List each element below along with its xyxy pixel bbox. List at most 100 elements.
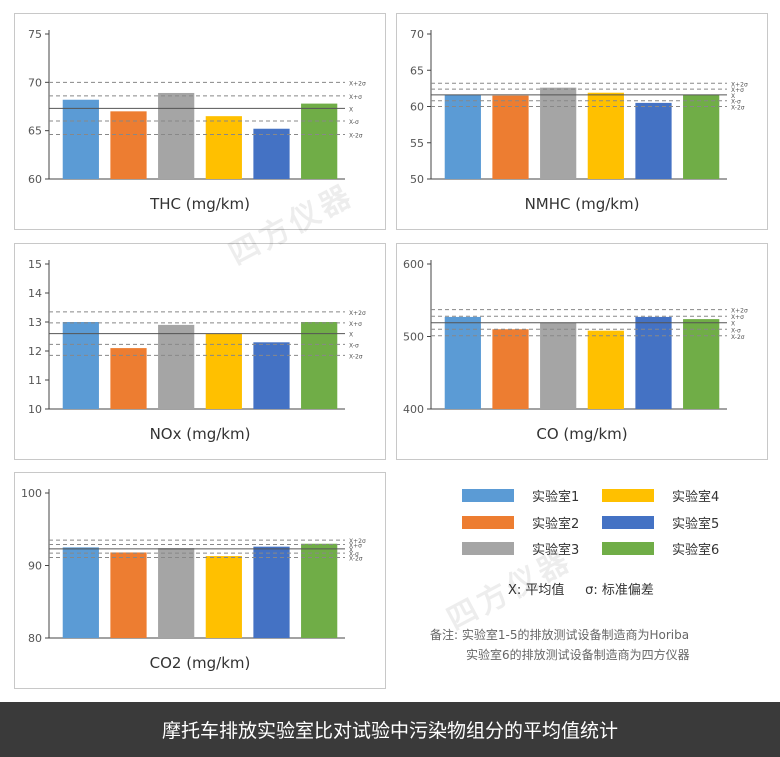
y-tick-label: 65 [410,64,424,77]
bar-lab6 [301,103,338,179]
footer-title: 摩托车排放实验室比对试验中污染物组分的平均值统计 [0,702,780,757]
chart-thc: 60 65 70 75 X+2σ X+σ X X-σ X-2σ [28,28,366,186]
y-tick-label: 14 [28,287,42,300]
y-tick-label: 15 [28,258,42,271]
bar-lab5 [635,102,672,179]
y-tick-label: 12 [28,345,42,358]
y-tick-label: 10 [28,403,42,416]
legend-item-lab4: 实验室4 [602,486,719,505]
bar-lab1 [444,316,481,409]
ref-line-label: X-2σ [731,105,745,112]
chart-title-co: CO (mg/km) [536,425,628,443]
ref-line-label: X+σ [731,314,744,321]
legend-item-lab5: 实验室5 [602,513,719,532]
ref-line-label: X+2σ [349,538,366,545]
legend-label-lab4: 实验室4 [672,490,720,505]
bar-lab3 [158,324,195,409]
bar-lab6 [301,543,338,638]
chart-title-thc: THC (mg/km) [150,195,250,213]
ref-line-label: X-2σ [349,353,363,360]
bar-lab3 [540,87,577,179]
ref-line-label: X-2σ [731,334,745,341]
y-tick-label: 400 [403,403,424,416]
y-tick-label: 13 [28,316,42,329]
bar-lab1 [62,547,99,638]
note-line-1: 备注: 实验室1-5的排放测试设备制造商为Horiba [430,628,690,642]
bar-lab4 [205,116,242,179]
chart-title-co2: CO2 (mg/km) [149,654,251,672]
y-tick-label: 11 [28,374,42,387]
bar-lab6 [683,94,720,179]
chart-co: 400 500 600 X+2σX+σXX-σX-2σ [403,258,748,416]
ref-line-label: X-σ [349,551,359,558]
ref-line-label: X-σ [731,327,741,334]
bar-lab3 [158,92,195,179]
legend-swatch-lab2 [462,516,514,529]
chart-title-nmhc: NMHC (mg/km) [524,195,640,213]
bar-lab2 [492,329,529,409]
bar-lab2 [110,111,147,179]
legend-swatch-lab5 [602,516,654,529]
ref-line-label: X+2σ [349,80,366,87]
y-tick-label: 90 [28,560,42,573]
bar-lab5 [253,342,290,409]
ref-line-label: X+2σ [731,308,748,315]
bar-lab1 [62,322,99,409]
ref-line-label: X+2σ [349,310,366,317]
chart-panel-co: 400 500 600 X+2σ X+σ X X-σ X-2σ CO (mg/km) [396,243,768,460]
legend-item-lab6: 实验室6 [602,539,719,558]
ref-line-label: X [731,321,735,328]
chart-nmhc: 50 55 60 65 70 X+2σX+σXX-σX-2σ [410,28,748,186]
legend-swatch-lab4 [602,489,654,502]
legend-item-lab3: 实验室3 [462,539,579,558]
legend-item-lab2: 实验室2 [462,513,579,532]
y-tick-label: 500 [403,331,424,344]
y-tick-label: 100 [21,487,42,500]
legend-swatch-lab6 [602,542,654,555]
bar-lab4 [587,92,624,179]
bar-lab2 [110,348,147,409]
y-tick-label: 50 [410,173,424,186]
legend-swatch-lab1 [462,489,514,502]
symbol-note: X: 平均值 σ: 标准偏差 [508,583,654,598]
bar-lab4 [205,333,242,409]
bar-lab6 [301,322,338,409]
bar-lab5 [253,546,290,638]
bar-lab2 [492,95,529,179]
bar-lab1 [62,99,99,179]
y-tick-label: 70 [410,28,424,41]
legend-label-lab2: 实验室2 [532,517,580,532]
y-tick-label: 60 [410,101,424,114]
ref-line-label: X-σ [349,119,359,126]
bar-lab1 [444,94,481,179]
ref-line-label: X [349,106,353,113]
ref-line-label: X-σ [731,99,741,106]
chart-co2: 80 90 100 X+2σX+σXX-σX-2σ [21,487,366,645]
y-tick-label: 60 [28,173,42,186]
ref-line-label: X [731,93,735,100]
chart-panel-nmhc: 50 55 60 65 70 X+2σ X+σ X X-σ X-2σ NMHC (mg/km) [396,13,768,230]
note-line-2: 实验室6的排放测试设备制造商为四方仪器 [466,648,690,662]
legend-label-lab3: 实验室3 [532,543,580,558]
legend-label-lab6: 实验室6 [672,543,720,558]
ref-line-label: X [349,547,353,554]
ref-line-label: X+σ [731,87,744,94]
y-tick-label: 75 [28,28,42,41]
bar-lab4 [587,330,624,409]
legend-item-lab1: 实验室1 [462,486,579,505]
chart-title-nox: NOx (mg/km) [149,425,251,443]
bar-lab4 [205,556,242,638]
legend: 实验室1 实验室2 实验室3 实验室4 实验室5 实验室6 X: 平均值 σ: … [400,470,770,690]
chart-panel-thc: 60 65 70 75 X+2σ X+σ X X-σ X-2σ THC (mg/km) [14,13,386,230]
bar-lab3 [540,322,577,409]
chart-panel-co2: 80 90 100 X+2σ X+σ X X-σ X-2σ CO2 (mg/km) [14,472,386,689]
legend-swatch-lab3 [462,542,514,555]
bar-lab5 [253,128,290,179]
ref-line-label: X-2σ [349,133,363,140]
y-tick-label: 55 [410,137,424,150]
y-tick-label: 80 [28,632,42,645]
chart-panel-nox: 10 11 12 13 14 15 X+2σ X+σ X X-σ X-2σ NOx (mg/km) [14,243,386,460]
ref-line-label: X+σ [349,94,362,101]
legend-label-lab1: 实验室1 [532,490,580,505]
legend-label-lab5: 实验室5 [672,517,720,532]
